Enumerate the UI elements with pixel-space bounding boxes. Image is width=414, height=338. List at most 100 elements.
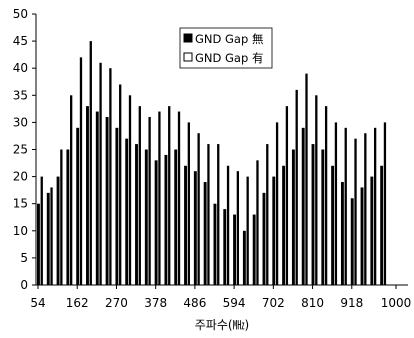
bar-gnd-gap-no bbox=[37, 203, 40, 285]
bar-gnd-gap-no bbox=[233, 214, 237, 285]
y-tick-label: 40 bbox=[13, 61, 28, 75]
bar-gnd-gap-yes bbox=[246, 176, 249, 285]
x-tick-label: 162 bbox=[66, 296, 89, 310]
bar-gnd-gap-no bbox=[350, 198, 354, 285]
bar-gnd-gap-yes bbox=[119, 84, 122, 286]
bar-gnd-gap-no bbox=[370, 176, 374, 285]
bar-gnd-gap-yes bbox=[334, 122, 338, 286]
bar-gnd-gap-no bbox=[154, 160, 158, 285]
y-tick-label: 25 bbox=[13, 143, 28, 157]
bar-gnd-gap-no bbox=[213, 203, 217, 285]
bar-gnd-gap-yes bbox=[364, 133, 367, 285]
bar-gnd-gap-yes bbox=[177, 111, 181, 285]
bar-gnd-gap-yes bbox=[40, 176, 43, 285]
bar-gnd-gap-no bbox=[105, 116, 109, 285]
bar-gnd-gap-no bbox=[331, 165, 335, 285]
bar-gnd-gap-no bbox=[193, 171, 197, 285]
x-tick-label: 918 bbox=[340, 296, 363, 310]
bars-layer bbox=[37, 41, 387, 286]
bar-gnd-gap-no bbox=[203, 182, 207, 285]
bar-gnd-gap-yes bbox=[373, 127, 377, 285]
bar-gnd-gap-no bbox=[291, 149, 295, 285]
bar-gnd-gap-no bbox=[311, 144, 315, 285]
bar-gnd-gap-no bbox=[76, 127, 80, 285]
bar-gnd-gap-yes bbox=[138, 106, 141, 285]
bar-gnd-gap-no bbox=[184, 165, 187, 285]
bar-gnd-gap-yes bbox=[89, 41, 92, 285]
bar-gnd-gap-yes bbox=[217, 144, 220, 285]
bar-gnd-gap-no bbox=[360, 187, 364, 285]
x-axis-ticks: 54 162 270 378 486 594 702 810 918 1000 bbox=[30, 285, 411, 310]
bar-gnd-gap-no bbox=[272, 176, 276, 285]
bar-gnd-gap-yes bbox=[207, 144, 210, 285]
bar-gnd-gap-yes bbox=[383, 122, 387, 286]
bar-gnd-gap-no bbox=[223, 209, 227, 285]
bar-gnd-gap-no bbox=[144, 149, 148, 285]
bar-gnd-gap-no bbox=[262, 192, 266, 285]
y-tick-label: 30 bbox=[13, 115, 28, 129]
y-tick-label: 35 bbox=[13, 88, 28, 102]
legend-swatch-nogap bbox=[183, 33, 193, 43]
bar-gnd-gap-yes bbox=[295, 89, 298, 285]
x-tick-label: 378 bbox=[144, 296, 167, 310]
bar-gnd-gap-yes bbox=[168, 106, 171, 285]
bar-gnd-gap-yes bbox=[99, 62, 102, 285]
bar-gnd-gap-yes bbox=[275, 122, 279, 286]
legend: GND Gap 無 GND Gap 有 bbox=[179, 27, 273, 69]
bar-gnd-gap-no bbox=[115, 127, 119, 285]
bar-gnd-gap-no bbox=[340, 182, 344, 285]
y-tick-label: 45 bbox=[13, 34, 28, 48]
y-tick-label: 0 bbox=[20, 278, 28, 292]
bar-gnd-gap-no bbox=[174, 149, 178, 285]
y-axis-ticks: 0 5 10 15 20 25 30 35 40 45 50 bbox=[13, 7, 36, 292]
x-tick-label: 810 bbox=[301, 296, 324, 310]
bar-gnd-gap-yes bbox=[324, 106, 328, 285]
bar-gnd-gap-no bbox=[242, 230, 246, 285]
bar-gnd-gap-yes bbox=[70, 95, 73, 285]
x-tick-label: 1000 bbox=[381, 296, 412, 310]
bar-gnd-gap-yes bbox=[285, 106, 289, 285]
y-tick-label: 10 bbox=[13, 224, 28, 238]
y-tick-label: 5 bbox=[20, 251, 28, 265]
bar-gnd-gap-no bbox=[252, 214, 256, 285]
x-tick-label: 594 bbox=[223, 296, 246, 310]
bar-gnd-gap-yes bbox=[305, 73, 308, 286]
legend-label-gap: GND Gap 有 bbox=[195, 51, 263, 65]
bar-gnd-gap-yes bbox=[158, 111, 161, 285]
bar-gnd-gap-yes bbox=[236, 171, 240, 285]
bar-gnd-gap-no bbox=[282, 165, 286, 285]
x-tick-label: 270 bbox=[105, 296, 128, 310]
x-axis-label: 주파수(㎒) bbox=[195, 318, 249, 332]
legend-box bbox=[179, 27, 273, 69]
bar-gnd-gap-no bbox=[301, 127, 305, 285]
bar-gnd-gap-yes bbox=[50, 187, 53, 285]
bar-gnd-gap-yes bbox=[197, 133, 200, 285]
bar-gnd-gap-yes bbox=[315, 95, 318, 285]
bar-gnd-gap-yes bbox=[256, 160, 259, 285]
y-tick-label: 15 bbox=[13, 197, 28, 211]
x-tick-label: 54 bbox=[30, 296, 45, 310]
legend-label-nogap: GND Gap 無 bbox=[195, 32, 264, 46]
bar-gnd-gap-yes bbox=[226, 165, 230, 285]
bar-gnd-gap-yes bbox=[79, 57, 83, 285]
x-tick-label: 702 bbox=[262, 296, 285, 310]
bar-gnd-gap-no bbox=[135, 144, 138, 285]
bar-gnd-gap-yes bbox=[148, 116, 151, 285]
x-tick-label: 486 bbox=[183, 296, 206, 310]
bar-gnd-gap-no bbox=[380, 165, 384, 285]
bar-gnd-gap-yes bbox=[60, 149, 63, 285]
legend-swatch-gap bbox=[183, 52, 193, 62]
bar-gnd-gap-no bbox=[66, 149, 70, 285]
bar-gnd-gap-no bbox=[86, 106, 89, 285]
bar-gnd-gap-no bbox=[164, 154, 168, 285]
bar-gnd-gap-yes bbox=[344, 127, 347, 285]
bar-gnd-gap-yes bbox=[266, 144, 269, 285]
bar-gnd-gap-yes bbox=[187, 122, 190, 286]
bar-gnd-gap-no bbox=[321, 149, 325, 285]
y-tick-label: 50 bbox=[13, 7, 28, 21]
bar-gnd-gap-no bbox=[56, 176, 60, 285]
y-tick-label: 20 bbox=[13, 170, 28, 184]
bar-gnd-gap-no bbox=[46, 192, 50, 285]
bar-gnd-gap-yes bbox=[109, 68, 112, 285]
